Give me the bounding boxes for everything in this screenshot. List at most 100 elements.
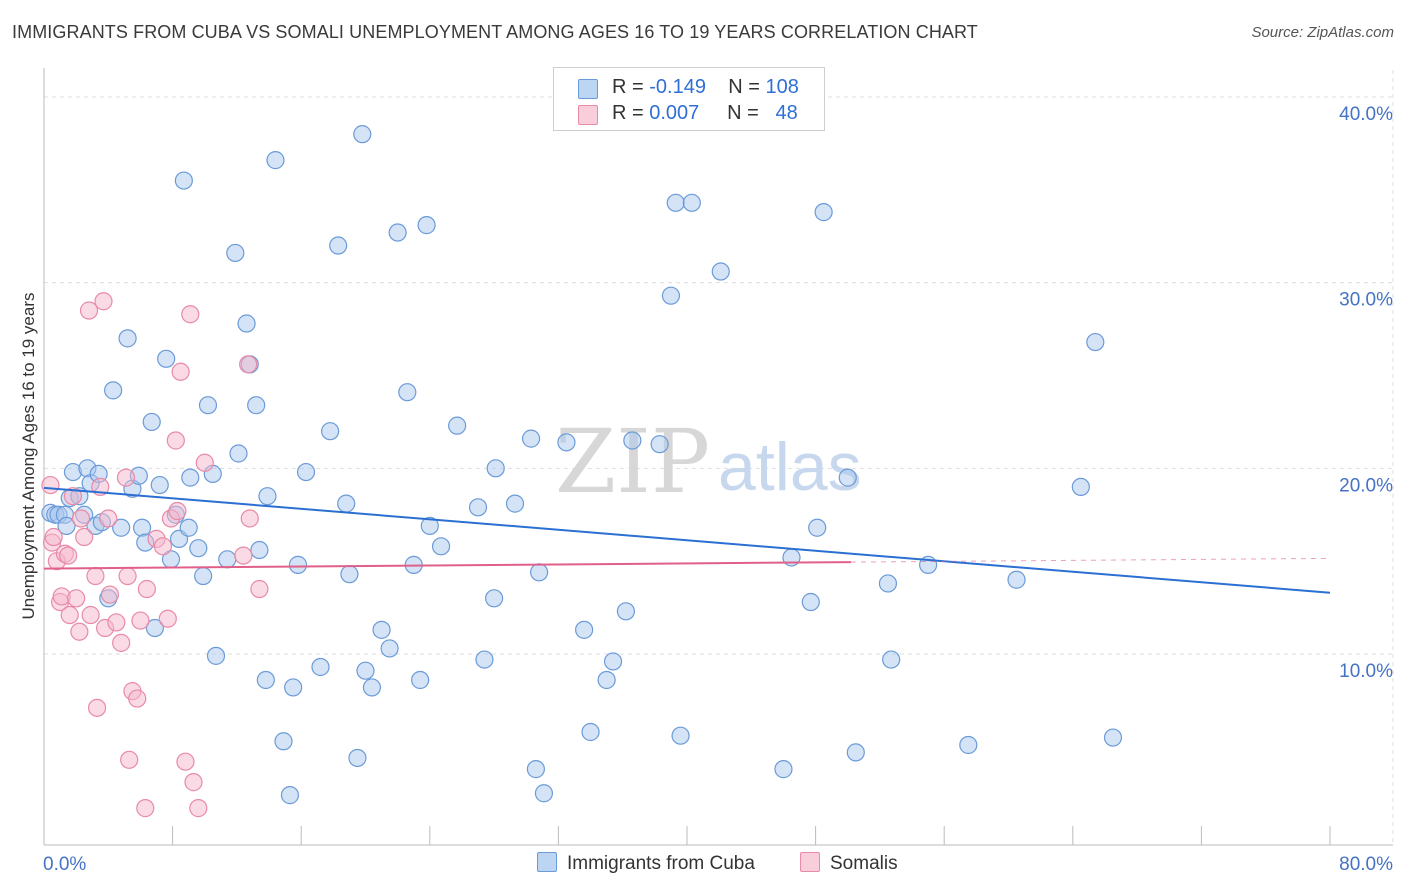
- trend-line-somalis: [43, 561, 851, 570]
- point-cuba: [145, 618, 165, 638]
- point-cuba: [603, 652, 623, 671]
- point-cuba: [661, 286, 681, 305]
- point-somalis: [44, 527, 63, 547]
- bottom-legend-cuba: Immigrants from Cuba: [537, 852, 755, 875]
- point-cuba: [150, 475, 169, 495]
- point-somalis: [99, 509, 118, 528]
- point-somalis: [181, 305, 200, 324]
- trend-line-cuba: [43, 486, 1331, 594]
- point-cuba: [505, 494, 525, 513]
- point-cuba: [157, 349, 176, 368]
- point-cuba: [247, 396, 266, 415]
- point-cuba: [258, 487, 277, 506]
- point-cuba: [666, 193, 685, 212]
- point-somalis: [86, 566, 105, 586]
- y-tick-label: 40.0%: [1339, 104, 1393, 125]
- legend-r-value-cuba: -0.149: [649, 76, 706, 98]
- point-cuba: [280, 786, 300, 805]
- point-cuba: [104, 381, 123, 400]
- point-cuba: [329, 236, 348, 255]
- point-somalis: [41, 475, 60, 495]
- point-cuba: [181, 468, 200, 487]
- point-cuba: [878, 574, 898, 593]
- point-somalis: [107, 613, 126, 632]
- point-cuba: [198, 396, 218, 415]
- point-cuba: [311, 657, 330, 677]
- point-somalis: [60, 605, 79, 625]
- point-cuba: [468, 498, 488, 517]
- point-somalis: [184, 773, 203, 792]
- series-cuba-points: [41, 125, 1123, 805]
- point-cuba: [288, 555, 308, 574]
- legend-r-value-somalis: 0.007: [649, 102, 700, 124]
- point-cuba: [229, 444, 248, 463]
- x-tick-label-min: 0.0%: [43, 854, 86, 875]
- trend-lines: [43, 486, 1331, 594]
- point-somalis: [171, 362, 190, 381]
- x-tick-label-max: 80.0%: [1339, 854, 1393, 875]
- source-label: Source: ZipAtlas.com: [1251, 24, 1394, 41]
- point-cuba: [711, 262, 730, 281]
- point-cuba: [530, 563, 549, 582]
- point-cuba: [485, 589, 504, 608]
- point-cuba: [417, 216, 436, 235]
- point-somalis: [120, 750, 139, 769]
- point-cuba: [581, 722, 600, 742]
- point-cuba: [284, 678, 303, 697]
- point-somalis: [137, 579, 156, 599]
- y-axis-label: Unemployment Among Ages 16 to 19 years: [19, 293, 38, 620]
- point-cuba: [838, 468, 857, 487]
- point-cuba: [597, 670, 616, 690]
- chart-title: IMMIGRANTS FROM CUBA VS SOMALI UNEMPLOYM…: [12, 22, 978, 42]
- point-cuba: [296, 462, 316, 482]
- point-cuba: [521, 429, 541, 448]
- point-cuba: [846, 743, 865, 762]
- point-cuba: [356, 661, 375, 680]
- point-somalis: [75, 527, 94, 547]
- legend-n-label: N =: [727, 102, 765, 124]
- point-cuba: [189, 539, 208, 558]
- point-cuba: [882, 650, 901, 669]
- point-cuba: [486, 459, 505, 478]
- point-cuba: [372, 620, 391, 639]
- point-cuba: [650, 435, 669, 454]
- legend-text-cuba: R = -0.149 N = 108: [612, 76, 799, 99]
- point-cuba: [118, 329, 137, 348]
- legend-n-label: N =: [728, 76, 766, 98]
- point-cuba: [321, 422, 340, 441]
- point-cuba: [774, 760, 793, 779]
- point-cuba: [337, 494, 356, 513]
- point-somalis: [153, 537, 173, 556]
- point-somalis: [166, 431, 185, 450]
- legend-swatch-somalis: [578, 105, 598, 125]
- watermark-zip: ZIP: [555, 410, 710, 513]
- point-cuba: [194, 566, 213, 586]
- bottom-legend-swatch-somalis: [800, 852, 820, 872]
- point-somalis: [116, 468, 136, 487]
- point-cuba: [475, 650, 494, 669]
- point-cuba: [353, 125, 372, 144]
- point-somalis: [176, 752, 195, 771]
- point-somalis: [67, 589, 86, 608]
- legend-text-somalis: R = 0.007 N = 48: [612, 102, 798, 125]
- point-cuba: [132, 518, 152, 537]
- point-cuba: [557, 433, 576, 452]
- point-cuba: [431, 537, 451, 556]
- point-somalis: [94, 292, 113, 311]
- axes: [43, 68, 1393, 846]
- watermark-atlas: atlas: [718, 429, 862, 505]
- point-somalis: [59, 546, 78, 565]
- bottom-legend-label-cuba: Immigrants from Cuba: [567, 853, 755, 874]
- series-somalis-points: [41, 292, 269, 818]
- point-cuba: [959, 735, 978, 755]
- point-cuba: [380, 639, 399, 658]
- point-cuba: [348, 748, 367, 768]
- point-somalis: [239, 355, 258, 374]
- point-cuba: [616, 602, 636, 621]
- point-cuba: [420, 516, 439, 535]
- point-cuba: [174, 171, 193, 190]
- watermark: ZIP atlas: [555, 410, 862, 513]
- point-cuba: [1071, 477, 1090, 496]
- point-somalis: [250, 579, 269, 599]
